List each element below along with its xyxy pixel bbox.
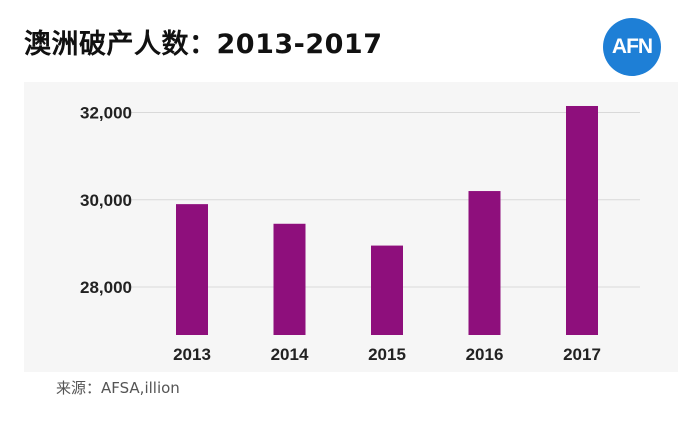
y-tick-label: 32,000 xyxy=(80,104,132,123)
bar-2014 xyxy=(273,223,306,335)
y-axis-ticks: 28,000 30,000 32,000 xyxy=(80,104,132,297)
bars xyxy=(176,105,598,335)
bar-2017 xyxy=(566,105,598,335)
x-tick-label: 2017 xyxy=(563,345,601,364)
y-tick-label: 28,000 xyxy=(80,278,132,297)
x-tick-label: 2014 xyxy=(271,345,309,364)
afn-logo: AFN xyxy=(603,18,661,76)
bar-2015 xyxy=(371,245,403,335)
bar-2013 xyxy=(176,204,208,335)
x-tick-label: 2015 xyxy=(368,345,406,364)
x-axis-ticks: 2013 2014 2015 2016 2017 xyxy=(173,345,601,364)
logo-text: AFN xyxy=(611,35,653,58)
y-tick-label: 30,000 xyxy=(80,191,132,210)
x-tick-label: 2016 xyxy=(466,345,504,364)
source-note: 来源：AFSA,illion xyxy=(56,379,180,397)
x-tick-label: 2013 xyxy=(173,345,211,364)
chart-title: 澳洲破产人数：2013-2017 xyxy=(24,29,383,60)
bar-2016 xyxy=(468,191,501,335)
